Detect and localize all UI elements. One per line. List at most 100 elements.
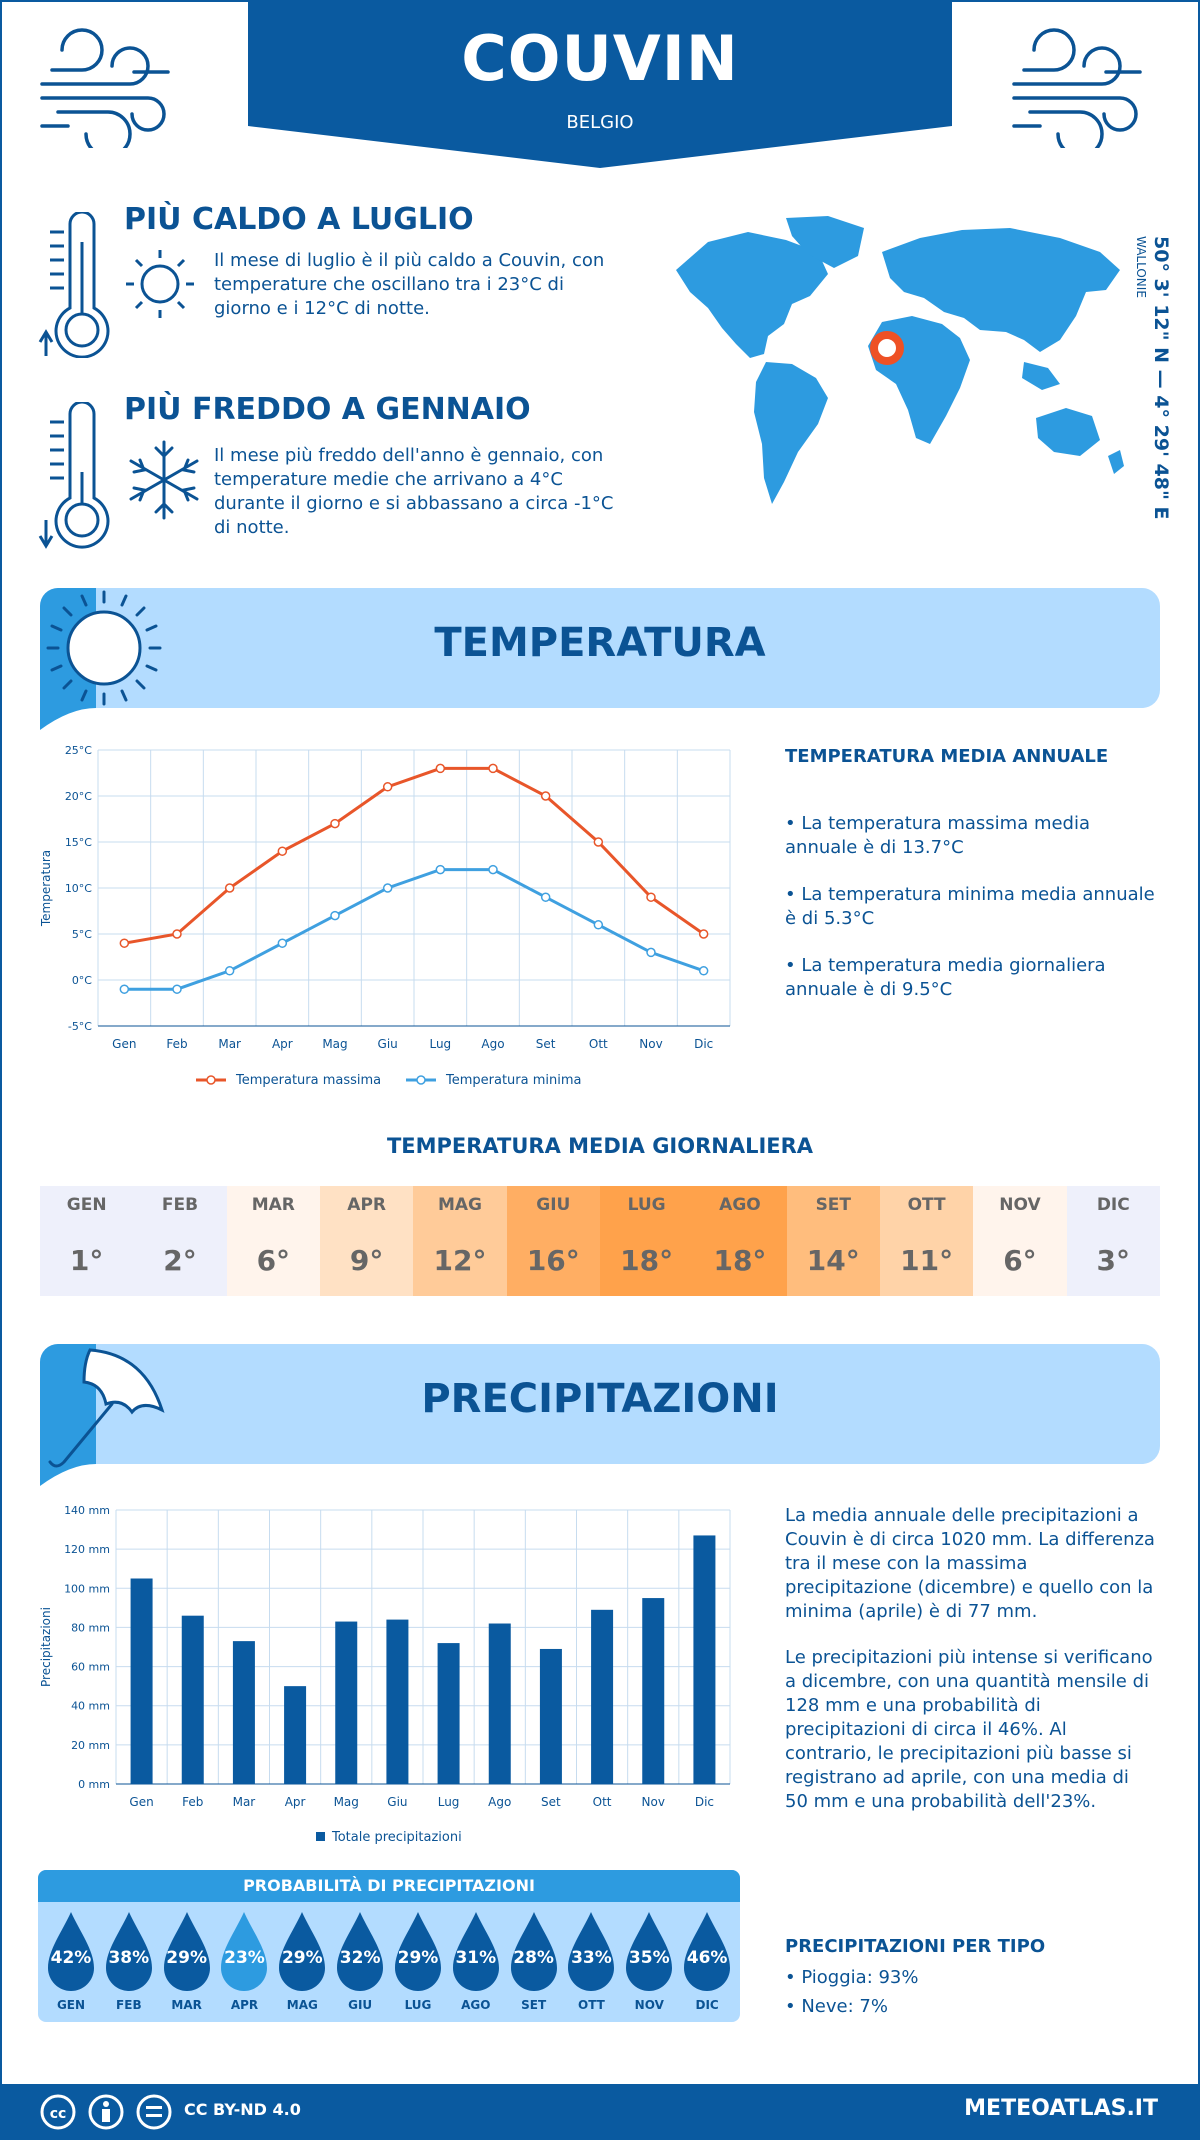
y-tick-label: 25°C [65, 744, 92, 757]
y-tick-label: 20 mm [71, 1739, 110, 1752]
x-tick-label: Mag [334, 1795, 359, 1809]
daily-temp-cell: APR 9° [319, 1186, 414, 1296]
legend-marker [416, 1075, 426, 1085]
precip-bar [232, 1641, 255, 1784]
daily-temp-cell: MAR 6° [226, 1186, 320, 1296]
data-point [119, 938, 130, 948]
y-tick-label: 40 mm [71, 1700, 110, 1713]
daily-temp-value: 14° [806, 1243, 860, 1277]
precip-probability-value: 23% [224, 1948, 265, 1968]
annual-temp-bullet-1: • La temperatura massima media annuale è… [785, 813, 1091, 858]
y-tick-label: -5°C [68, 1020, 92, 1033]
world-map [676, 216, 1124, 504]
x-tick-label: Giu [378, 1037, 398, 1051]
daily-temp-cell: OTT 11° [879, 1186, 974, 1296]
thermometer-cold-icon [38, 402, 110, 549]
brand-link[interactable]: METEOATLAS.IT [964, 2096, 1158, 2121]
x-tick-label: Feb [166, 1037, 187, 1051]
y-tick-label: 100 mm [64, 1582, 110, 1595]
precip-probability-month: GIU [348, 1998, 373, 2012]
x-tick-label: Mag [322, 1037, 347, 1051]
daily-temp-month: LUG [627, 1195, 666, 1215]
precip-probability-drop: 29% MAR [158, 1902, 216, 2022]
precip-bar [130, 1578, 153, 1784]
precip-title: PRECIPITAZIONI [421, 1376, 779, 1422]
precip-probability-month: SET [521, 1998, 547, 2012]
data-point [277, 846, 288, 856]
daily-temp-month: GIU [536, 1195, 571, 1215]
x-tick-label: Set [541, 1795, 561, 1809]
raindrop-icon [337, 1912, 384, 1991]
precip-type-snow: • Neve: 7% [785, 1996, 888, 2017]
precip-probability-drop: 32% GIU [331, 1902, 389, 2022]
svg-text:cc: cc [50, 2106, 67, 2122]
precip-probability-month: LUG [404, 1998, 432, 2012]
x-tick-label: Giu [387, 1795, 407, 1809]
precip-probability-month: APR [230, 1998, 259, 2012]
y-axis-label: Precipitazioni [39, 1607, 53, 1687]
x-tick-label: Apr [272, 1037, 293, 1051]
daily-temp-value: 18° [713, 1243, 767, 1277]
daily-temp-month: DIC [1096, 1195, 1130, 1215]
precip-type-rain: • Pioggia: 93% [785, 1967, 919, 1988]
data-point [435, 864, 446, 875]
raindrop-icon [163, 1912, 210, 1991]
precip-probability-month: FEB [116, 1998, 142, 2012]
series-line-max [124, 766, 705, 945]
data-point [172, 929, 182, 939]
precip-bar [488, 1623, 511, 1784]
wind-icon-right [1012, 28, 1142, 148]
daily-temp-cell: DIC 3° [1066, 1186, 1160, 1296]
page-subtitle: BELGIO [566, 112, 634, 133]
x-tick-label: Lug [429, 1037, 451, 1051]
precip-bar [437, 1643, 460, 1784]
license-text: CC BY-ND 4.0 [184, 2100, 301, 2119]
precip-bar [386, 1619, 409, 1784]
daily-temp-value: 18° [620, 1243, 674, 1277]
daily-temp-month: MAR [251, 1195, 295, 1215]
header-banner [248, 0, 952, 168]
raindrop-icon [684, 1912, 731, 1991]
raindrop-icon [279, 1912, 326, 1991]
data-point [119, 984, 130, 994]
precip-probability-value: 42% [50, 1948, 92, 1968]
daily-temp-value: 9° [349, 1243, 384, 1277]
precip-probability-drop: 35% NOV [620, 1902, 678, 2022]
legend-label: Temperatura massima [235, 1073, 381, 1088]
precip-probability-value: 32% [339, 1948, 381, 1968]
legend-label: Totale precipitazioni [331, 1830, 462, 1845]
x-tick-label: Dic [694, 1037, 713, 1051]
x-tick-label: Ott [593, 1795, 612, 1809]
x-tick-label: Gen [129, 1795, 153, 1809]
daily-temp-value: 6° [256, 1243, 291, 1277]
cold-fact-title: PIÙ FREDDO A GENNAIO [124, 392, 531, 427]
x-tick-label: Gen [112, 1037, 136, 1051]
daily-temp-cell: FEB 2° [133, 1186, 227, 1296]
legend-marker [206, 1075, 216, 1085]
precip-probability-month: GEN [56, 1998, 86, 2012]
data-point [488, 864, 498, 875]
x-tick-label: Apr [285, 1795, 306, 1809]
raindrop-icon [452, 1912, 499, 1991]
precip-probability-month: MAG [286, 1998, 318, 2012]
daily-temp-month: SET [815, 1195, 852, 1215]
precip-probability-month: MAR [171, 1998, 202, 2012]
precip-probability-month: OTT [578, 1998, 605, 2012]
cold-fact-text: Il mese più freddo dell'anno è gennaio, … [214, 445, 614, 538]
temperature-band [40, 588, 1160, 708]
x-tick-label: Nov [642, 1795, 665, 1809]
precip-probability-month: NOV [634, 1998, 664, 2012]
footer [0, 2084, 1200, 2140]
data-point [224, 966, 235, 976]
precip-probability-value: 38% [108, 1948, 150, 1968]
data-point [698, 929, 709, 939]
x-tick-label: Set [536, 1037, 556, 1051]
precip-bar [284, 1686, 307, 1784]
daily-temp-month: AGO [719, 1195, 761, 1215]
y-tick-label: 20°C [65, 790, 92, 803]
precip-probability-value: 28% [513, 1948, 554, 1968]
data-point [488, 763, 498, 774]
x-tick-label: Ott [589, 1037, 608, 1051]
data-point [435, 763, 446, 774]
daily-temp-cell: GEN 1° [40, 1186, 134, 1296]
